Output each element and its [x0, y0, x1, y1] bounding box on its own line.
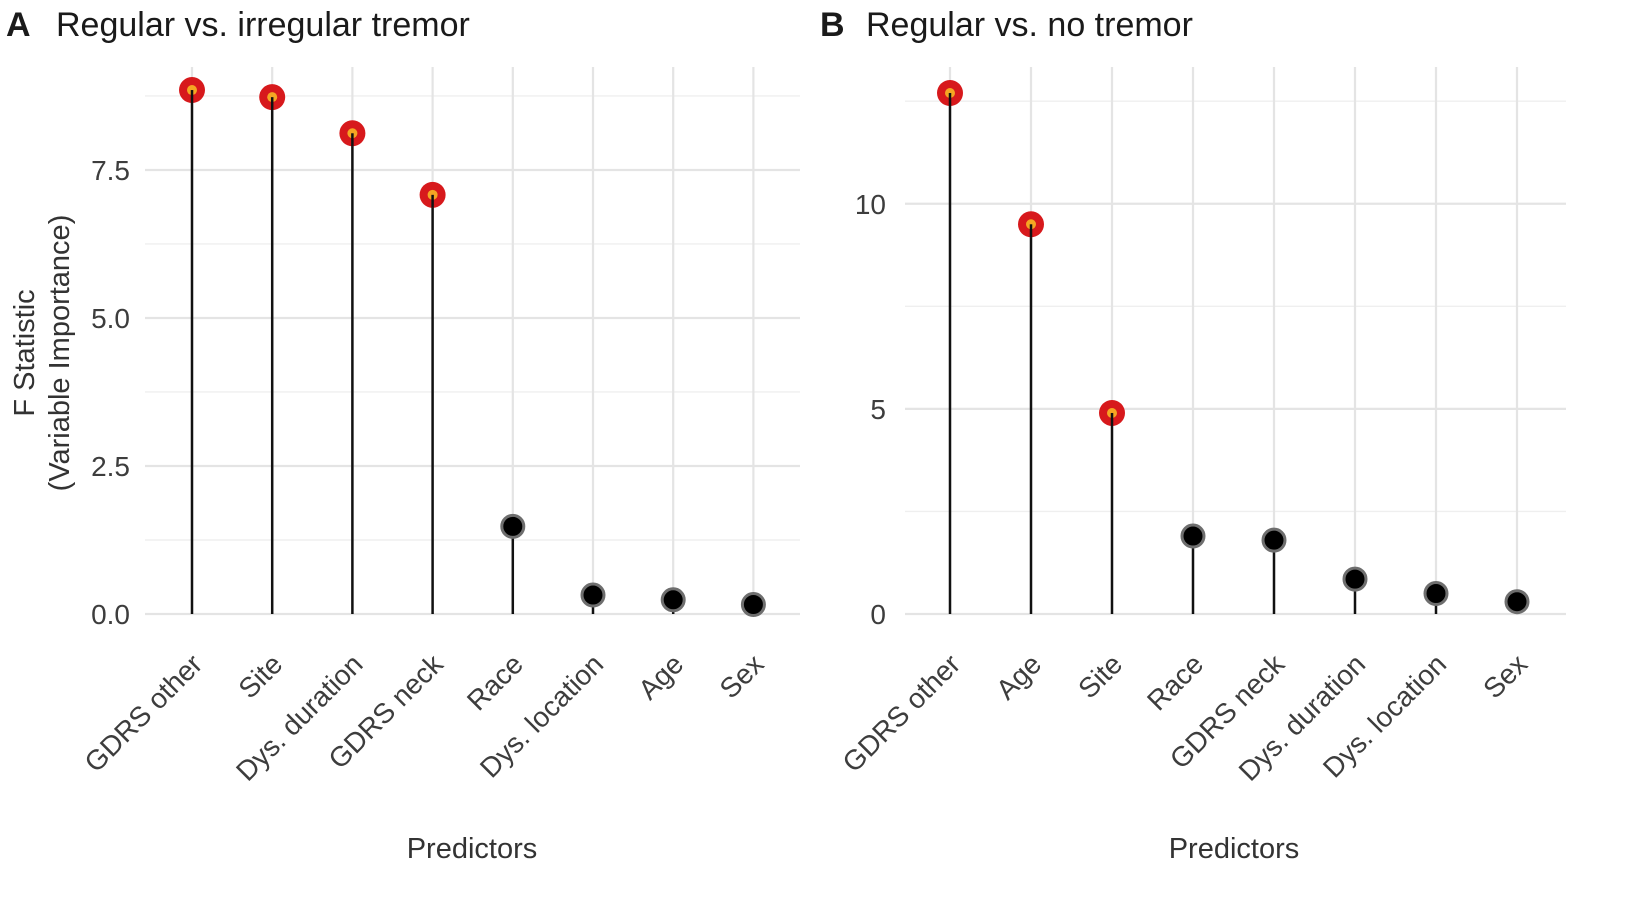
panel-b-point-dys-location — [1423, 580, 1449, 606]
panel-a-y-tick-label: 5.0 — [91, 303, 130, 334]
panel-a-x-tick-label-site: Site — [232, 648, 288, 704]
panel-a-x-tick-label-sex: Sex — [714, 648, 770, 704]
panel-b-x-axis-title: Predictors — [1169, 833, 1300, 865]
panel-b-x-tick-label-age: Age — [990, 648, 1047, 705]
panel-a-y-axis-subtitle: (Variable Importance) — [44, 215, 76, 492]
panel-a-point-dys-duration — [339, 120, 366, 147]
panel-b-point-site — [1099, 399, 1125, 426]
panel-b-stems — [948, 93, 1519, 614]
panel-b-point-age — [1018, 211, 1044, 238]
panel-a-point-gdrs-neck — [419, 181, 446, 208]
panel-b-points — [937, 80, 1530, 615]
panel-b-point-sex — [1504, 589, 1530, 615]
panel-b-y-tick-label: 10 — [855, 189, 886, 220]
panel-b-x-tick-label-race: Race — [1141, 648, 1209, 716]
panel-a-y-tick-label: 2.5 — [91, 451, 130, 482]
panel-a-title: Regular vs. irregular tremor — [56, 6, 470, 44]
panel-b-y-tick-label: 5 — [870, 394, 886, 425]
panel-b-x-tick-label-site: Site — [1072, 648, 1128, 704]
panel-b-y-ticks: 0 5 10 — [855, 189, 886, 630]
panel-a-x-tick-label-gdrs-other: GDRS other — [78, 648, 208, 778]
panel-a-point-dys-location — [580, 582, 606, 608]
panel-a-x-tick-label-race: Race — [461, 648, 529, 716]
panel-b-grid — [905, 67, 1566, 616]
panel-a-points — [179, 77, 766, 618]
panel-a-y-tick-label: 0.0 — [91, 599, 130, 630]
panel-b-y-tick-label: 0 — [870, 599, 886, 630]
panel-b-point-dys-duration — [1342, 566, 1368, 592]
panel-a-grid — [145, 67, 800, 616]
panel-a-point-age — [660, 587, 686, 613]
panel-b-point-race — [1180, 523, 1206, 549]
panel-a-letter: A — [6, 6, 31, 44]
panel-b-title: Regular vs. no tremor — [866, 6, 1193, 44]
panel-b-point-gdrs-neck — [1261, 527, 1287, 553]
panel-b-letter: B — [820, 6, 845, 44]
panel-a-point-gdrs-other — [179, 77, 205, 104]
panel-b-point-gdrs-other — [937, 80, 963, 106]
panel-a-y-ticks: 0.0 2.5 5.0 7.5 — [91, 155, 130, 630]
panel-a-y-tick-label: 7.5 — [91, 155, 130, 186]
panel-a-x-tick-label-age: Age — [632, 648, 689, 705]
panel-a-point-race — [500, 513, 526, 539]
panel-a-x-axis-title: Predictors — [407, 833, 538, 865]
panel-a-point-site — [259, 84, 286, 111]
panel-a-stems — [190, 90, 755, 614]
panel-a-y-axis-title: F Statistic — [9, 289, 41, 416]
panel-b-x-tick-label-gdrs-other: GDRS other — [836, 648, 966, 778]
panel-a-point-sex — [740, 592, 766, 618]
panel-b-x-tick-label-sex: Sex — [1477, 648, 1533, 704]
